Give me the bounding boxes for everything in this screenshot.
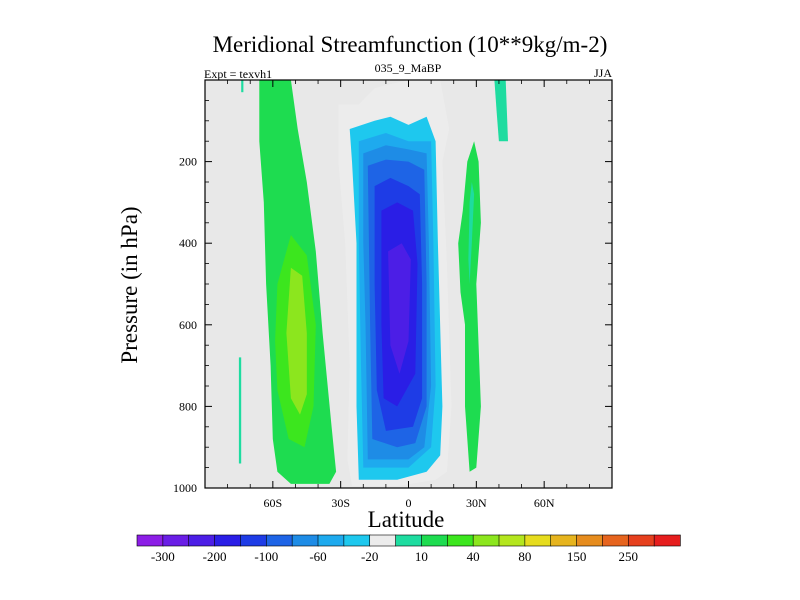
colorbar-swatch (524, 534, 552, 547)
season-label: JJA (594, 66, 612, 80)
colorbar-swatch (369, 534, 397, 547)
contour-region-polar-cell (238, 357, 242, 464)
colorbar-swatch (395, 534, 423, 547)
experiment-label: Expt = texvh1 (204, 67, 272, 81)
y-axis-label: Pressure (in hPa) (117, 206, 142, 363)
y-tick-label: 200 (179, 155, 197, 169)
colorbar-swatch (240, 534, 267, 547)
period-label: 035_9_MaBP (375, 61, 442, 75)
y-tick-label: 600 (179, 318, 197, 332)
colorbar-label: 40 (467, 549, 480, 564)
x-tick-label: 60N (534, 496, 555, 510)
contour-region-polar-cell-top (241, 80, 244, 93)
colorbar-swatch (627, 534, 655, 547)
colorbar-swatch (265, 534, 293, 547)
contour-region-hadley-l2 (388, 243, 411, 374)
colorbar-swatch (576, 534, 604, 547)
chart-title: Meridional Streamfunction (10**9kg/m-2) (213, 32, 608, 57)
colorbar-swatch (498, 534, 526, 547)
colorbar-label: 150 (567, 549, 587, 564)
colorbar-label: -300 (151, 549, 175, 564)
x-axis-label: Latitude (368, 507, 445, 532)
colorbar-label: 250 (619, 549, 639, 564)
x-tick-label: 60S (263, 496, 282, 510)
y-tick-label: 800 (179, 399, 197, 413)
y-tick-label: 1000 (173, 481, 197, 495)
contour-region-southern-cell-peak (286, 267, 307, 415)
colorbar-label: -100 (254, 549, 278, 564)
colorbar-swatch (188, 534, 216, 547)
x-tick-label: 0 (406, 496, 412, 510)
colorbar-swatch (162, 534, 190, 547)
plot-area: 60S 30S 0 30N 60N 200 400 600 800 1000 (173, 79, 613, 510)
colorbar-swatch (550, 534, 578, 547)
colorbar-swatch (653, 534, 681, 547)
colorbar-swatch (136, 534, 164, 547)
colorbar-swatch (421, 534, 448, 547)
contour-fill-group (238, 80, 508, 486)
colorbar: -300 -200 -100 -60 -20 10 40 80 150 250 (136, 534, 681, 564)
colorbar-swatch (214, 534, 242, 547)
colorbar-label: 10 (415, 549, 428, 564)
colorbar-swatch (472, 534, 500, 547)
contour-region-northern-cell-core (468, 182, 475, 284)
colorbar-label: 80 (518, 549, 531, 564)
colorbar-label: -20 (361, 549, 378, 564)
colorbar-swatch (446, 534, 474, 547)
colorbar-swatch (291, 534, 319, 547)
x-tick-label: 30S (331, 496, 350, 510)
colorbar-swatch (317, 534, 345, 547)
y-tick-label: 400 (179, 236, 197, 250)
contour-region-upper-branch-north (494, 80, 508, 142)
colorbar-label: -60 (309, 549, 326, 564)
colorbar-swatch (343, 534, 371, 547)
colorbar-swatch (602, 534, 629, 547)
contour-region-northern-cell (458, 141, 481, 472)
colorbar-label: -200 (203, 549, 227, 564)
x-tick-label: 30N (466, 496, 487, 510)
